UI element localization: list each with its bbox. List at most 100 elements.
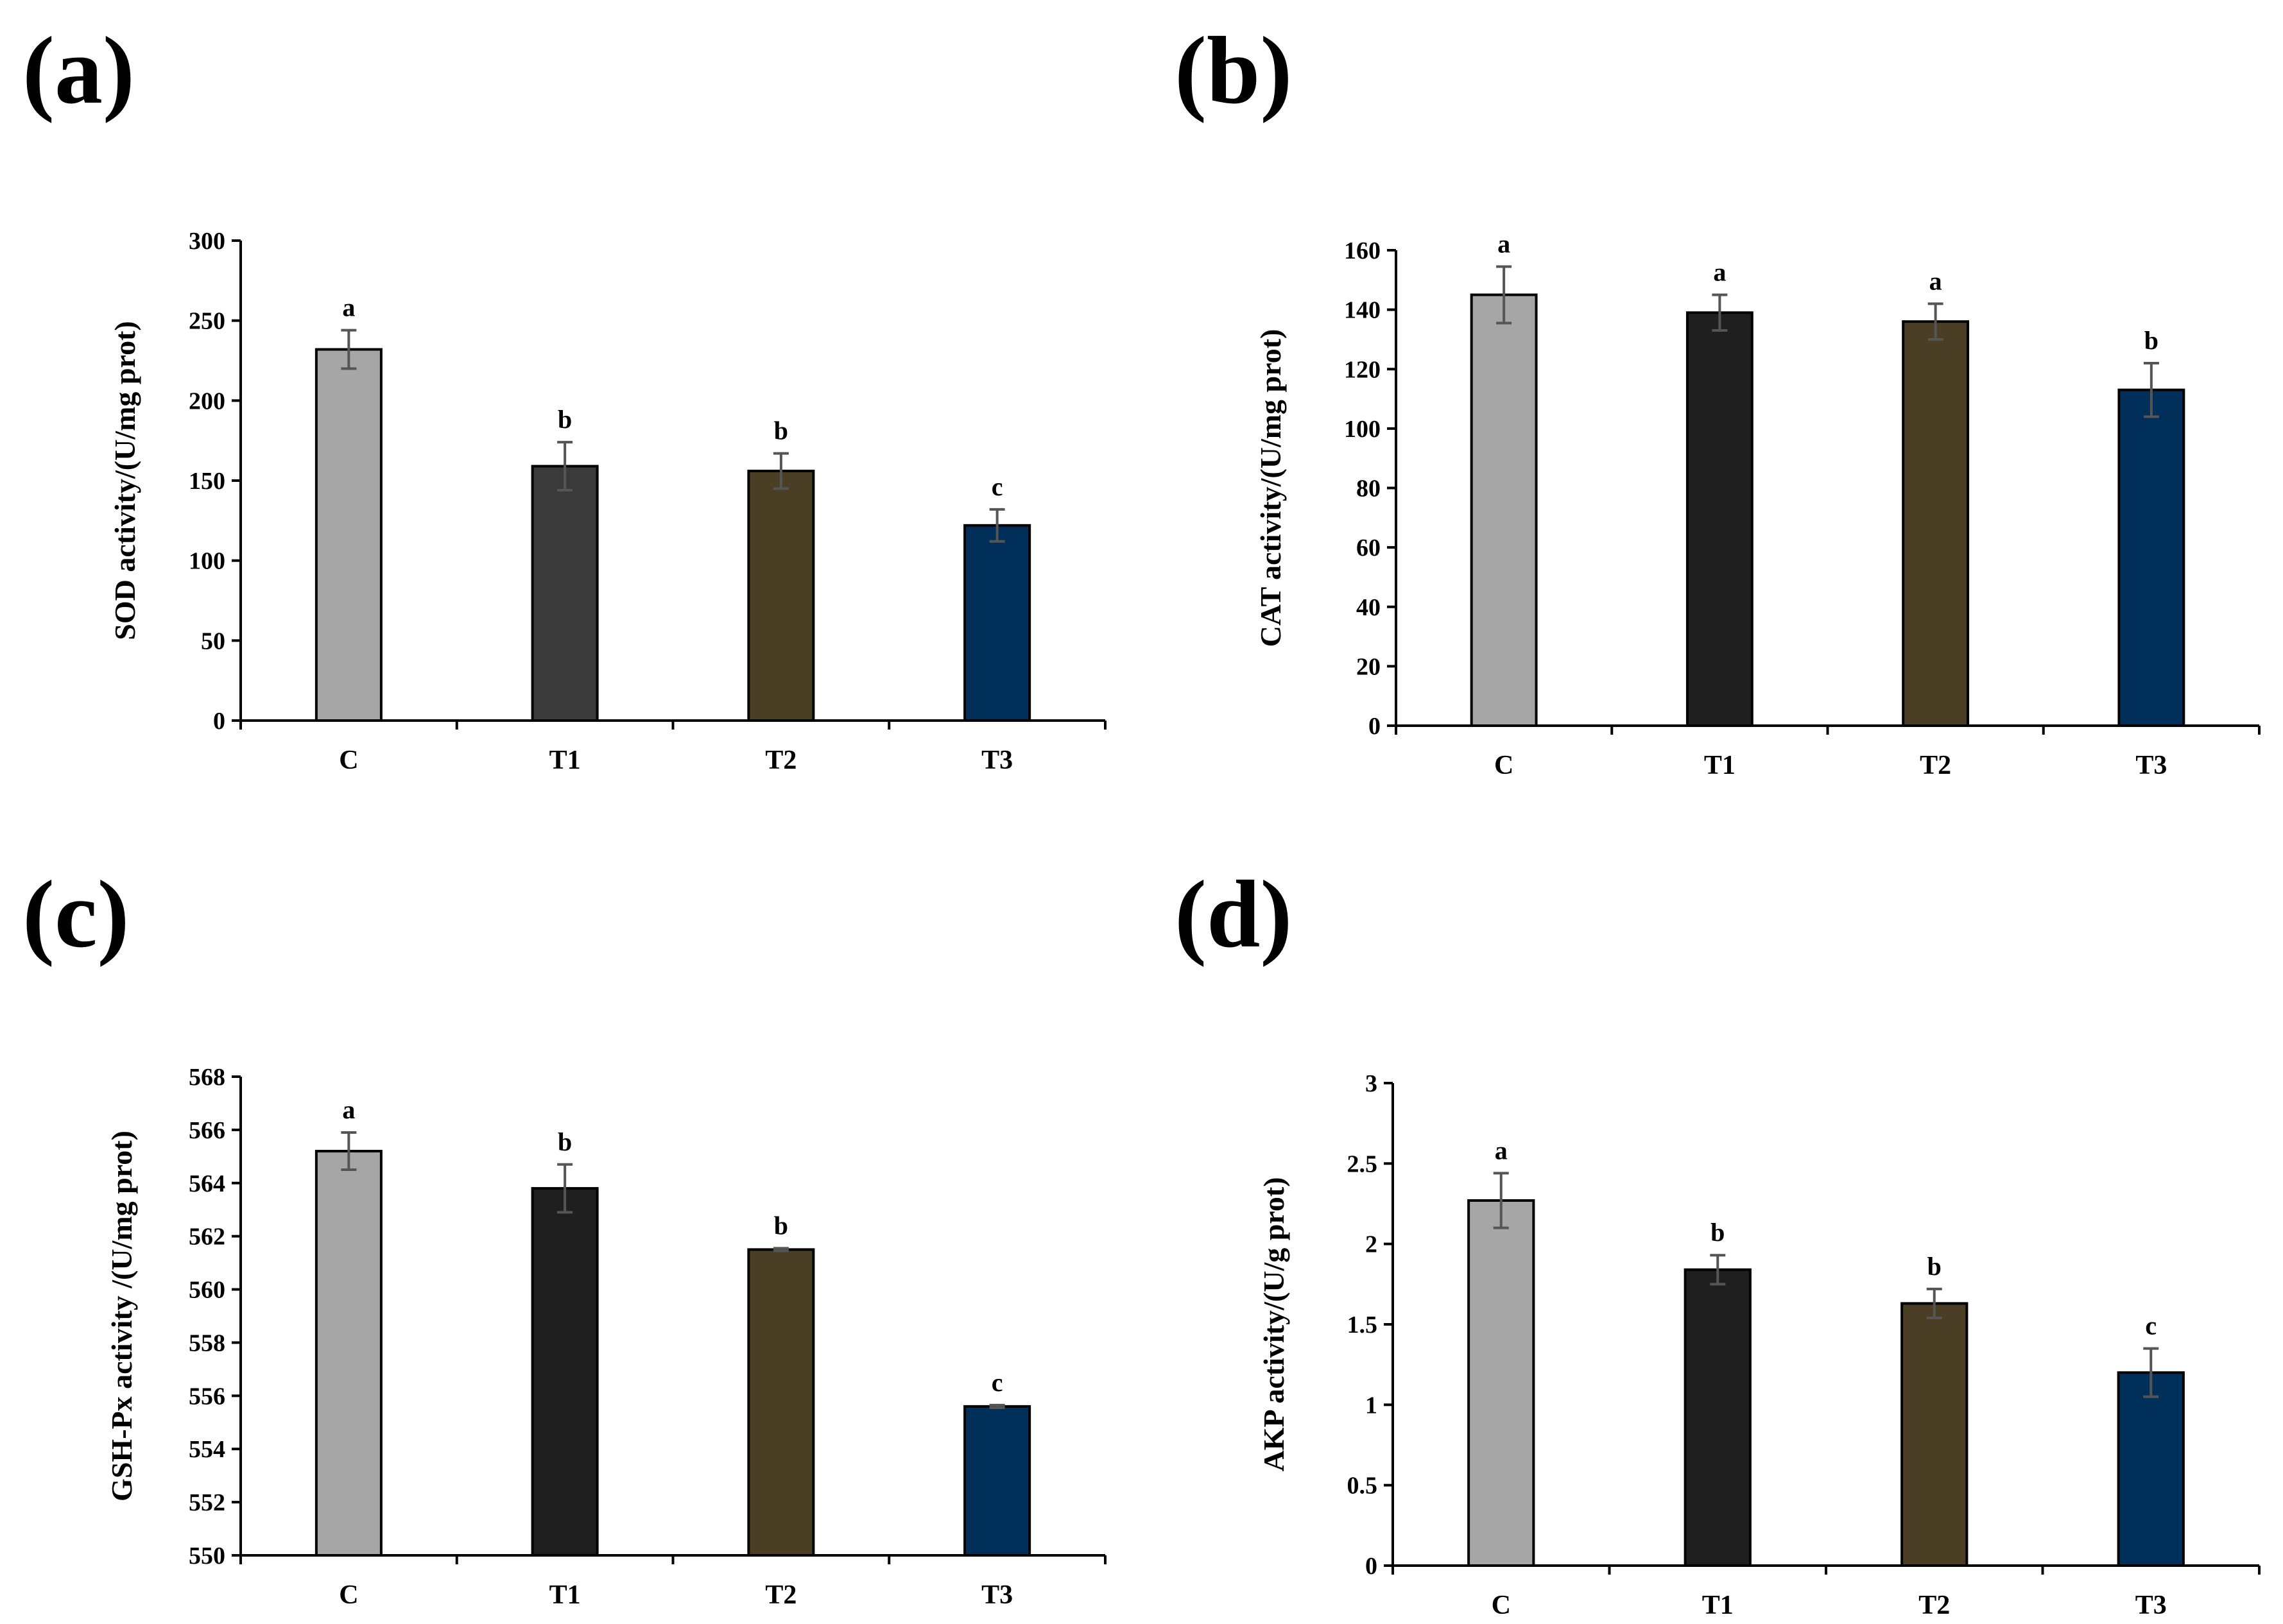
error-bar [773,452,789,490]
x-tick-label: T3 [2135,1591,2167,1620]
significance-letter: b [774,416,788,445]
error-bar [1926,1287,1942,1319]
significance-letter: b [1927,1252,1942,1281]
x-tick-label: T3 [981,1580,1013,1610]
y-axis-title: CAT activity/(U/mg prot) [1254,329,1287,647]
significance-letter: c [2145,1312,2157,1340]
significance-letter: a [1713,257,1726,286]
y-tick-label: 250 [189,308,225,335]
x-tick-label: C [339,746,358,775]
bar-t3 [2117,1371,2185,1567]
significance-letter: a [1495,1136,1508,1165]
y-tick-label: 20 [1356,653,1381,680]
y-tick-label: 558 [189,1329,225,1356]
y-tick-label: 0 [213,708,225,735]
error-bar [1710,1254,1726,1286]
bar-t3 [963,524,1031,722]
significance-letter: a [342,293,355,322]
bar-t1 [531,465,599,722]
x-tick-label: T3 [981,746,1013,775]
bar-c [314,348,383,722]
y-tick-label: 140 [1344,297,1381,324]
error-bar [2143,361,2159,418]
panel-label: (a) [22,17,135,124]
bar-t2 [747,470,815,722]
x-tick-label: T2 [765,1580,797,1610]
error-bar [557,441,573,491]
x-tick-label: T2 [1918,1591,1950,1620]
error-bar [1927,302,1943,341]
y-axis-title: GSH-Px activity /(U/mg prot) [105,1131,138,1501]
panel-label: (d) [1175,861,1292,968]
significance-letter: b [1710,1218,1725,1247]
y-tick-label: 556 [189,1383,225,1410]
error-bar [2143,1347,2159,1398]
significance-letter: b [2144,326,2158,355]
y-tick-label: 3 [1365,1070,1377,1097]
bar-t2 [1900,1302,1969,1567]
bar-t1 [531,1187,599,1557]
y-tick-label: 0.5 [1347,1473,1378,1500]
x-tick-label: T3 [2135,751,2167,780]
y-tick-label: 300 [189,228,225,255]
x-tick-label: C [1494,751,1513,780]
y-tick-label: 568 [189,1064,225,1091]
error-bar [989,508,1005,543]
x-tick-label: C [1492,1591,1511,1620]
y-tick-label: 100 [1344,416,1381,443]
y-tick-label: 160 [1344,237,1381,264]
y-tick-label: 566 [189,1117,225,1144]
y-tick-label: 562 [189,1224,225,1251]
x-tick-label: T1 [1704,751,1736,780]
x-tick-label: T2 [1920,751,1951,780]
error-bar [341,1131,357,1172]
y-tick-label: 2.5 [1347,1150,1378,1177]
x-tick-label: T1 [1702,1591,1734,1620]
error-bar [1712,293,1728,332]
panel-label: (c) [22,861,129,968]
y-tick-label: 554 [189,1436,225,1463]
y-tick-label: 40 [1356,594,1381,621]
bar-c [1467,1199,1535,1567]
significance-letter: c [992,472,1003,501]
bar-t1 [1684,1268,1752,1567]
bar-t2 [1902,320,1970,727]
significance-letter: b [774,1211,788,1240]
y-tick-label: 552 [189,1489,225,1516]
error-bar [773,1247,789,1252]
error-bar [989,1403,1005,1409]
error-bar [1493,1172,1509,1229]
significance-letter: b [558,1127,572,1156]
y-tick-label: 1 [1365,1392,1377,1419]
significance-letter: a [1497,229,1510,258]
y-tick-label: 150 [189,468,225,495]
x-tick-label: T1 [549,746,581,775]
panel-label: (b) [1175,17,1292,124]
bar-c [314,1150,383,1557]
significance-letter: a [342,1095,355,1124]
y-tick-label: 100 [189,548,225,575]
bar-t3 [2117,388,2185,727]
y-tick-label: 1.5 [1347,1312,1378,1338]
y-tick-label: 0 [1368,713,1381,740]
x-tick-label: T1 [549,1580,581,1610]
y-tick-label: 80 [1356,475,1381,502]
x-tick-label: C [339,1580,358,1610]
y-tick-label: 60 [1356,534,1381,561]
y-axis-title: SOD activity/(U/mg prot) [108,321,141,640]
bar-t1 [1685,311,1753,728]
y-tick-label: 560 [189,1277,225,1304]
y-tick-label: 564 [189,1170,225,1197]
y-axis-title: AKP activity/(U/g prot) [1257,1177,1290,1471]
y-tick-label: 120 [1344,356,1381,383]
y-tick-label: 2 [1365,1231,1377,1258]
y-tick-label: 550 [189,1543,225,1569]
y-tick-label: 200 [189,388,225,415]
error-bar [341,329,357,370]
significance-letter: a [1929,266,1942,295]
significance-letter: c [992,1368,1003,1397]
y-tick-label: 50 [201,628,225,654]
significance-letter: b [558,405,572,434]
bar-t2 [747,1248,815,1557]
